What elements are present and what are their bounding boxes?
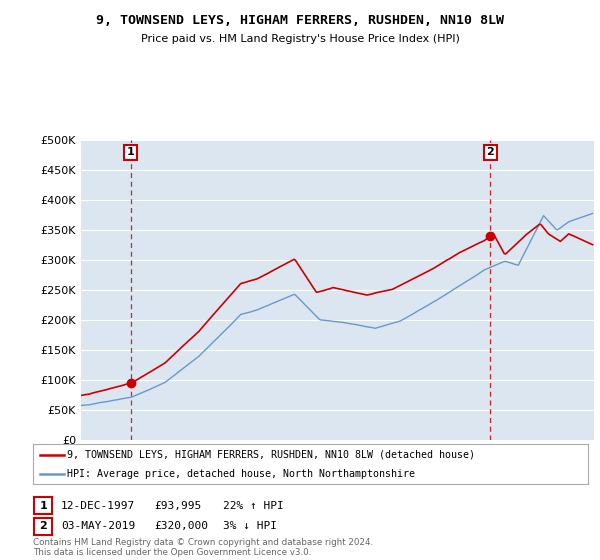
Text: 22% ↑ HPI: 22% ↑ HPI: [223, 501, 284, 511]
Text: HPI: Average price, detached house, North Northamptonshire: HPI: Average price, detached house, Nort…: [67, 469, 415, 479]
Text: 12-DEC-1997: 12-DEC-1997: [61, 501, 136, 511]
Text: 3% ↓ HPI: 3% ↓ HPI: [223, 521, 277, 531]
Text: 9, TOWNSEND LEYS, HIGHAM FERRERS, RUSHDEN, NN10 8LW: 9, TOWNSEND LEYS, HIGHAM FERRERS, RUSHDE…: [96, 14, 504, 27]
Text: £93,995: £93,995: [154, 501, 202, 511]
Text: £320,000: £320,000: [154, 521, 208, 531]
Text: Contains HM Land Registry data © Crown copyright and database right 2024.
This d: Contains HM Land Registry data © Crown c…: [33, 538, 373, 557]
Text: 9, TOWNSEND LEYS, HIGHAM FERRERS, RUSHDEN, NN10 8LW (detached house): 9, TOWNSEND LEYS, HIGHAM FERRERS, RUSHDE…: [67, 450, 475, 460]
Text: 2: 2: [40, 521, 47, 531]
Text: 2: 2: [487, 147, 494, 157]
Text: 1: 1: [40, 501, 47, 511]
Text: 03-MAY-2019: 03-MAY-2019: [61, 521, 136, 531]
Text: Price paid vs. HM Land Registry's House Price Index (HPI): Price paid vs. HM Land Registry's House …: [140, 34, 460, 44]
Text: 1: 1: [127, 147, 134, 157]
